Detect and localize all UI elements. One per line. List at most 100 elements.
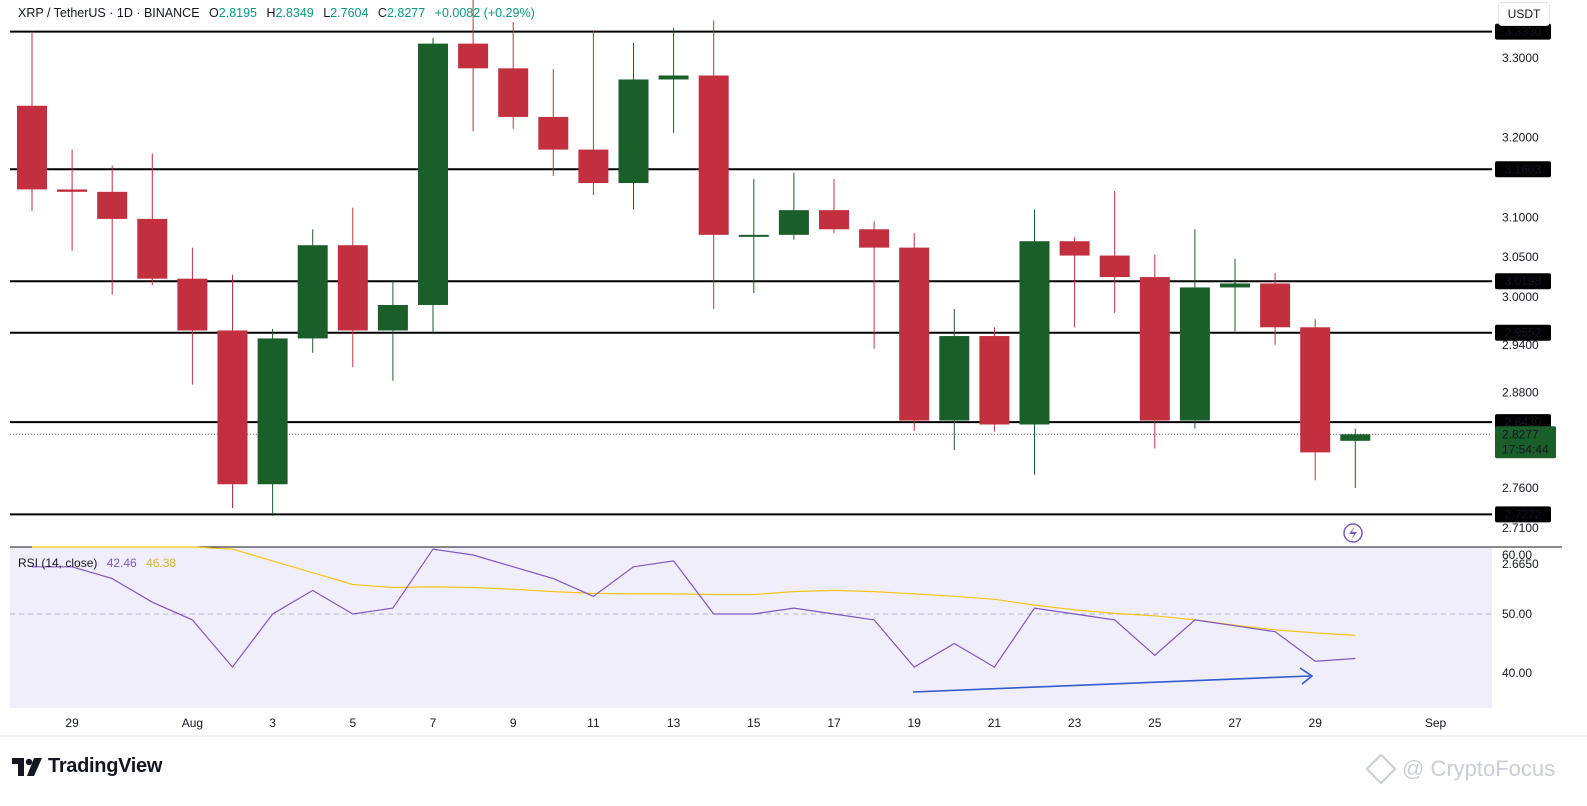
level-label: 2.9552 — [1505, 326, 1542, 340]
time-axis-tick: 23 — [1068, 716, 1082, 730]
level-label: 3.3330 — [1505, 25, 1542, 39]
candle-body — [297, 245, 328, 339]
price-axis-tick: 3.0000 — [1502, 290, 1539, 304]
candle-body — [1179, 287, 1210, 421]
time-axis-tick: 19 — [908, 716, 922, 730]
candle-body — [538, 116, 569, 150]
candle-body — [618, 79, 649, 184]
low-label: L — [323, 6, 331, 20]
price-axis-tick: 2.8800 — [1502, 386, 1539, 400]
candle-body — [1099, 255, 1130, 278]
candle-body — [1340, 434, 1371, 441]
symbol-header: XRP / TetherUS · 1D · BINANCE O2.8195 H2… — [18, 6, 535, 20]
divergence-arrow-head — [1299, 667, 1314, 685]
price-axis-tick: 3.3000 — [1502, 51, 1539, 65]
tradingview-logo-text: TradingView — [48, 755, 163, 777]
rsi-pane-background — [10, 547, 1492, 708]
open-label: O — [209, 6, 219, 20]
rsi-legend[interactable]: RSI (14, close) 42.46 46.38 — [18, 556, 176, 570]
candle-body — [177, 278, 208, 331]
candle-body — [819, 210, 849, 230]
tradingview-logo-icon — [12, 757, 42, 776]
rsi-indicator-name: RSI (14, close) — [18, 556, 98, 570]
level-label-bg — [1495, 23, 1551, 40]
open-value: 2.8195 — [218, 6, 257, 20]
candle-body — [899, 247, 930, 421]
symbol-title[interactable]: XRP / TetherUS · 1D · BINANCE — [18, 6, 200, 20]
time-axis-tick: 29 — [1309, 716, 1323, 730]
price-axis-tick: 3.2000 — [1502, 131, 1539, 145]
time-axis-tick: 29 — [65, 716, 79, 730]
price-axis-tick: 3.0500 — [1502, 250, 1539, 264]
change-value: +0.0082 (+0.29%) — [434, 6, 535, 20]
watermark-text: @ CryptoFocus — [1402, 756, 1556, 781]
price-axis-tick: 2.7600 — [1502, 481, 1539, 495]
candle-body — [1300, 327, 1331, 453]
cryptofocus-watermark: @ CryptoFocus — [1365, 753, 1556, 785]
candle-body — [778, 210, 809, 235]
candle-body — [979, 336, 1010, 425]
price-axis-tick: 3.1000 — [1502, 210, 1539, 224]
rsi-line — [32, 548, 1356, 669]
rsi-value: 42.46 — [106, 556, 137, 570]
candle-body — [658, 75, 689, 80]
level-label: 2.8430 — [1505, 415, 1542, 429]
candle-body — [418, 43, 448, 305]
lightning-icon — [1343, 523, 1363, 543]
rsi-ma-line — [32, 546, 1356, 636]
last-price-label-bg — [1495, 426, 1556, 459]
close-value: 2.8277 — [386, 6, 426, 20]
time-axis-tick: 25 — [1148, 716, 1162, 730]
candle-body — [698, 75, 729, 235]
time-axis-tick: 9 — [510, 716, 517, 730]
level-label: 3.0198 — [1505, 274, 1542, 288]
candle-body — [738, 234, 769, 237]
candle-body — [1019, 241, 1050, 425]
candle-body — [1260, 283, 1291, 328]
price-axis-tick: 2.6650 — [1502, 557, 1539, 571]
time-axis-tick: 17 — [827, 716, 841, 730]
divergence-arrow-line — [912, 675, 1311, 693]
high-value: 2.8349 — [275, 6, 314, 20]
rsi-ma-value: 46.38 — [146, 556, 177, 570]
tradingview-logo[interactable]: TradingView — [12, 755, 162, 778]
candle-body — [498, 68, 529, 117]
candle-body — [257, 338, 288, 485]
level-label: 3.1603 — [1505, 162, 1542, 176]
level-label-bg — [1495, 506, 1551, 523]
time-axis-tick: 5 — [349, 716, 356, 730]
rsi-axis-tick: 60.00 — [1502, 548, 1532, 562]
price-axis-tick: 2.7100 — [1502, 521, 1539, 535]
level-label-bg — [1495, 324, 1551, 341]
time-axis-tick: 7 — [430, 716, 437, 730]
candle-body — [458, 43, 489, 69]
time-axis-tick: Sep — [1425, 716, 1447, 730]
candle-body — [337, 245, 368, 331]
candle-body — [578, 149, 609, 184]
time-axis-tick: 21 — [988, 716, 1002, 730]
time-axis-tick: 13 — [667, 716, 681, 730]
candle-body — [859, 229, 890, 248]
candle-body — [97, 191, 128, 219]
time-axis-tick: 11 — [587, 716, 600, 730]
watermark-diamond-icon — [1365, 753, 1397, 785]
candle-body — [17, 105, 47, 190]
candle-body — [939, 336, 970, 421]
last-price-label: 2.8277 — [1502, 427, 1539, 441]
countdown-label: 17:54:44 — [1502, 442, 1549, 456]
candle-body — [57, 189, 88, 192]
candle-body — [377, 304, 408, 331]
rsi-axis-tick: 50.00 — [1502, 607, 1532, 621]
level-label-bg — [1495, 161, 1551, 178]
candle-body — [1139, 277, 1170, 421]
price-axis-tick: 2.9400 — [1502, 338, 1539, 352]
close-label: C — [377, 6, 387, 20]
rsi-axis-tick: 40.00 — [1502, 666, 1532, 680]
time-axis-tick: 3 — [269, 716, 276, 730]
level-label-bg — [1495, 414, 1551, 431]
currency-selector[interactable]: USDT — [1498, 2, 1550, 26]
time-axis-tick: Aug — [182, 716, 203, 730]
time-axis-tick: 15 — [747, 716, 761, 730]
lightning-icon-bolt — [1349, 526, 1357, 540]
